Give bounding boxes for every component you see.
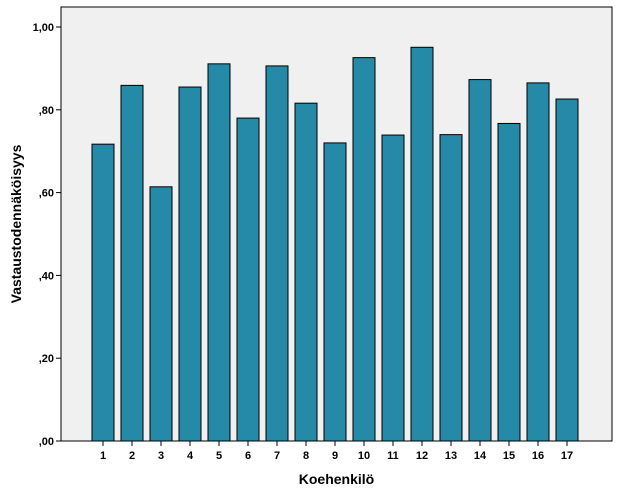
bar xyxy=(410,46,434,442)
bar xyxy=(91,143,115,442)
bar xyxy=(149,186,173,442)
bar xyxy=(236,117,260,442)
x-tick-label: 13 xyxy=(445,450,457,462)
y-axis-title: Vastaustodennäköisyys xyxy=(8,144,24,303)
x-tick-label: 6 xyxy=(245,450,251,462)
x-tick-label: 5 xyxy=(216,450,222,462)
bar xyxy=(120,84,144,442)
bar xyxy=(352,57,376,442)
x-tick-label: 1 xyxy=(100,450,106,462)
bar xyxy=(207,63,231,442)
y-tick-label: ,00 xyxy=(39,436,54,448)
y-tick-label: ,60 xyxy=(39,188,54,200)
x-tick-label: 7 xyxy=(274,450,280,462)
x-tick-label: 11 xyxy=(387,450,399,462)
x-tick-label: 15 xyxy=(503,450,515,462)
bar xyxy=(497,122,521,442)
x-tick-label: 10 xyxy=(358,450,370,462)
bar xyxy=(381,134,405,442)
x-axis-title: Koehenkilö xyxy=(299,471,374,487)
x-tick-label: 9 xyxy=(332,450,338,462)
x-tick-label: 4 xyxy=(187,450,194,462)
y-tick-label: ,40 xyxy=(39,270,54,282)
y-tick-label: ,20 xyxy=(39,353,54,365)
y-axis-ticks: ,00 ,20 ,40 ,60 ,80 1,00 xyxy=(33,22,61,448)
bars xyxy=(91,46,579,442)
x-tick-label: 14 xyxy=(474,450,487,462)
bar xyxy=(439,134,463,442)
x-tick-label: 2 xyxy=(129,450,135,462)
x-tick-label: 3 xyxy=(158,450,164,462)
bar xyxy=(526,82,550,442)
x-tick-label: 16 xyxy=(532,450,544,462)
bar xyxy=(294,102,318,442)
bar xyxy=(555,98,579,442)
bar xyxy=(468,79,492,442)
bar xyxy=(265,65,289,442)
x-tick-label: 17 xyxy=(561,450,573,462)
x-tick-label: 12 xyxy=(416,450,428,462)
x-axis-ticks: 1 2 3 4 5 6 7 8 9 10 11 12 13 14 15 16 17 xyxy=(100,441,573,462)
x-tick-label: 8 xyxy=(303,450,309,462)
y-tick-label: 1,00 xyxy=(33,22,54,34)
bar xyxy=(178,86,202,442)
y-tick-label: ,80 xyxy=(39,105,54,117)
bar xyxy=(323,142,347,442)
